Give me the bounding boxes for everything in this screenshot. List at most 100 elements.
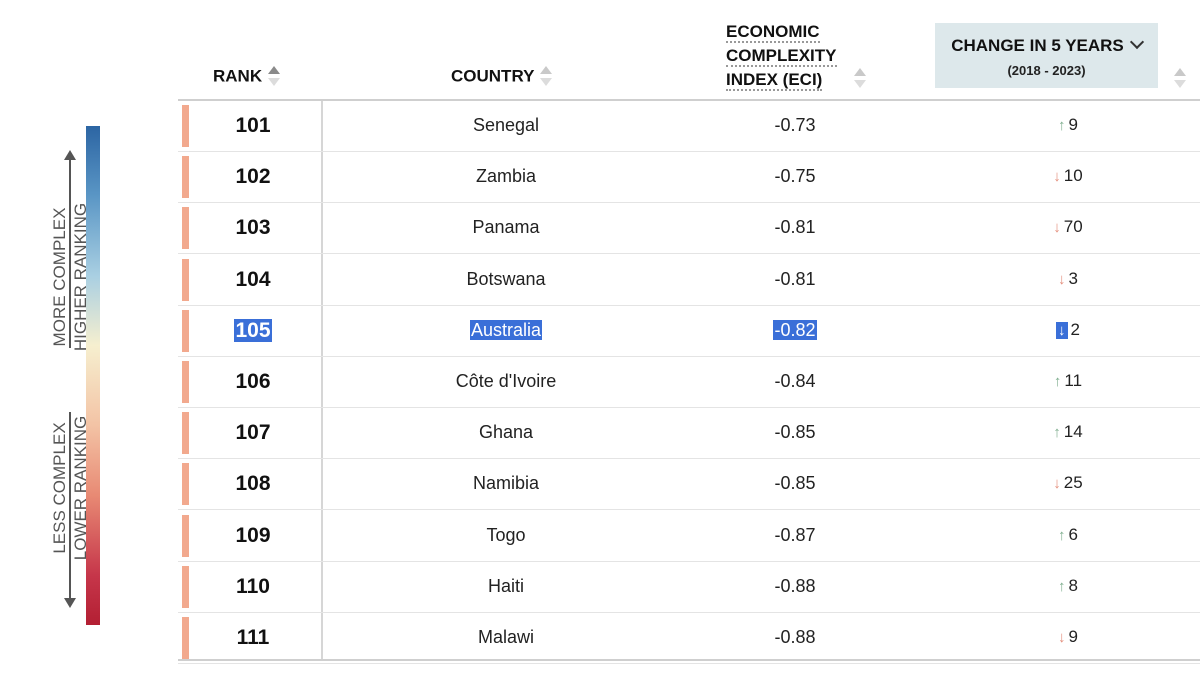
country-cell[interactable]: Ghana [478,422,534,443]
change-value: 25 [1063,473,1083,493]
rank-cell: 105 [234,318,272,342]
eci-header-line3: INDEX (ECI) [726,70,823,91]
rank-cell: 109 [235,523,271,547]
change-value: 3 [1068,268,1078,288]
arrow-down-icon: ↓ [1058,629,1066,646]
change-cell: ↑ 6 [998,525,1138,545]
arrow-up-icon: ↑ [1053,373,1062,390]
change-cell: ↓ 9 [998,627,1138,647]
eci-cell: -0.81 [774,217,816,238]
arrow-up-icon [64,150,76,160]
rank-color-swatch [182,309,189,352]
change-cell: ↓ 3 [998,269,1138,289]
rank-color-swatch [182,514,189,557]
eci-cell: -0.73 [774,115,816,135]
eci-cell: -0.85 [774,422,816,443]
change-cell: ↑ 9 [998,115,1138,135]
arrow-down-icon: ↓ [1056,321,1068,339]
sort-icon[interactable] [854,68,866,90]
change-cell: ↑ 11 [998,371,1138,391]
country-cell[interactable]: Côte d'Ivoire [455,371,557,391]
arrow-up-icon: ↑ [1053,424,1061,442]
table-row[interactable]: 111 Malawi -0.88 ↓ 9 [178,613,1200,664]
arrow-up-icon: ↑ [1058,526,1066,544]
table-row[interactable]: 102 Zambia -0.75 ↓ 10 [178,152,1200,204]
arrow-up-line [69,158,71,348]
eci-cell: -0.75 [774,166,816,187]
country-cell[interactable]: Haiti [487,575,524,596]
rank-column-divider [321,101,323,659]
arrow-down-icon: ↓ [1053,168,1061,186]
rank-color-swatch [182,565,189,608]
eci-header-line2: COMPLEXITY [726,46,837,67]
arrow-up-icon: ↑ [1058,117,1066,134]
table-row[interactable]: 108 Namibia -0.85 ↓ 25 [178,459,1200,511]
change-value: 9 [1068,115,1078,134]
change-value: 70 [1063,217,1083,237]
table-bottom-border [178,659,1200,661]
country-cell[interactable]: Malawi [477,627,534,647]
rank-cell: 110 [236,574,270,598]
table-row[interactable]: 105 Australia -0.82 ↓ 2 [178,306,1200,357]
country-cell[interactable]: Botswana [466,268,546,289]
country-cell[interactable]: Senegal [472,115,540,135]
change-value: 6 [1068,524,1078,544]
change-column-header[interactable]: CHANGE IN 5 YEARS (2018 - 2023) [935,23,1158,88]
country-header-label: COUNTRY [451,66,535,86]
rank-cell: 102 [235,165,271,189]
sort-icon[interactable] [540,66,553,88]
change-cell: ↓ 2 [998,320,1138,340]
country-cell[interactable]: Namibia [472,473,540,494]
change-value: 14 [1063,422,1083,442]
arrow-down-icon [64,598,76,608]
rank-cell: 103 [235,216,271,240]
eci-column-header[interactable]: ECONOMIC COMPLEXITY INDEX (ECI) [726,20,837,92]
country-column-header[interactable]: COUNTRY [451,66,553,88]
arrow-down-icon: ↓ [1053,219,1061,237]
change-value: 9 [1068,627,1078,646]
change-cell: ↓ 70 [998,217,1138,237]
arrow-down-line [69,412,71,602]
sort-icon[interactable] [268,66,281,88]
rank-header-label: RANK [213,66,263,86]
rank-cell: 104 [235,267,271,291]
rank-color-swatch [182,412,189,455]
rank-color-swatch [182,207,189,250]
change-header-label: CHANGE IN 5 YEARS [951,36,1124,55]
rank-cell: 111 [236,626,270,649]
arrow-down-icon: ↓ [1053,475,1061,493]
complexity-color-scale [86,126,100,625]
table-row[interactable]: 110 Haiti -0.88 ↑ 8 [178,562,1200,613]
change-header-period: (2018 - 2023) [1007,63,1086,78]
country-cell[interactable]: Panama [472,217,540,238]
rank-cell: 106 [235,370,271,393]
chevron-down-icon[interactable] [1129,34,1144,50]
arrow-down-icon: ↓ [1058,270,1066,288]
table-row[interactable]: 106 Côte d'Ivoire -0.84 ↑ 11 [178,357,1200,408]
eci-header-line1: ECONOMIC [726,22,820,43]
country-cell[interactable]: Togo [486,524,526,545]
rank-cell: 107 [235,421,271,445]
table-row[interactable]: 101 Senegal -0.73 ↑ 9 [178,101,1200,152]
eci-cell: -0.82 [773,319,817,340]
eci-cell: -0.87 [774,524,816,545]
change-cell: ↑ 8 [998,576,1138,596]
rank-color-swatch [182,105,189,147]
rank-color-swatch [182,463,189,506]
country-cell[interactable]: Australia [469,319,543,340]
table-row[interactable]: 107 Ghana -0.85 ↑ 14 [178,408,1200,460]
rank-column-header[interactable]: RANK [213,66,281,88]
sort-icon[interactable] [1174,68,1186,90]
rank-cell: 108 [235,472,271,496]
country-cell[interactable]: Zambia [475,166,537,187]
rank-color-swatch [182,156,189,199]
legend-top-label: MORE COMPLEX HIGHER RANKING [50,202,90,352]
change-value: 8 [1068,575,1078,595]
legend-bottom-label: LESS COMPLEX LOWER RANKING [50,415,90,561]
table-row[interactable]: 109 Togo -0.87 ↑ 6 [178,511,1200,562]
change-value: 2 [1070,319,1080,339]
rank-cell: 101 [235,114,271,137]
change-value: 10 [1063,166,1083,186]
table-row[interactable]: 104 Botswana -0.81 ↓ 3 [178,255,1200,306]
table-row[interactable]: 103 Panama -0.81 ↓ 70 [178,203,1200,255]
